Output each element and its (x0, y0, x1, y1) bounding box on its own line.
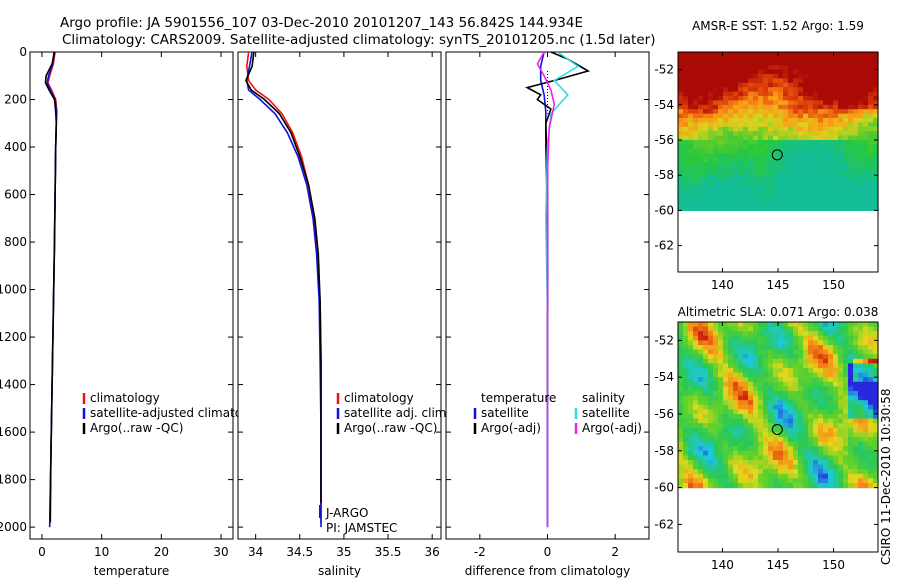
sst_map-xtick-label: 140 (711, 278, 734, 292)
sst_map-xtick-label: 150 (822, 278, 845, 292)
depth-tick-label: 1400 (0, 378, 27, 392)
difference-xtick-label: 2 (611, 545, 619, 559)
depth-tick-label: 0 (19, 45, 27, 59)
temperature-legend-2-label: Argo(..raw -QC) (90, 421, 183, 435)
sla_map-ytick-label: -62 (654, 517, 674, 531)
depth-tick-label: 2000 (0, 520, 27, 534)
sla_map-title: Altimetric SLA: 0.071 Argo: 0.038 (678, 305, 879, 319)
sla_map-xtick-label: 150 (822, 558, 845, 572)
salinity-panel: 34 34.5 35 35.5 36 salinity climatologysatelli… (237, 51, 450, 578)
sst_map-argo-position-marker (771, 149, 783, 161)
depth-tick-label: 1000 (0, 283, 27, 297)
difference-xtick-label: -2 (474, 545, 486, 559)
temperature-panel: 0 10 20 30 0 200 400 600 800 1000 1200 1400 1600 1800… (0, 45, 268, 578)
sla_map-ytick-label: -54 (654, 370, 674, 384)
sst_map-ytick-label: -62 (654, 239, 674, 253)
difference-xtick-label: 0 (544, 545, 552, 559)
sla_map-xtick-label: 140 (711, 558, 734, 572)
salinity-legend-2-label: Argo(..raw -QC) (344, 421, 437, 435)
depth-tick-label: 800 (4, 235, 27, 249)
difference-xlabel: difference from climatology (465, 564, 631, 578)
temperature-xtick-label: 20 (154, 545, 169, 559)
temperature-xtick-label: 0 (38, 545, 46, 559)
sla_map-heatmap-cells (678, 322, 879, 489)
diff-legend-temp-satellite-label: satellite (481, 406, 529, 420)
sst_map-ytick-label: -54 (654, 98, 674, 112)
depth-tick-label: 1600 (0, 425, 27, 439)
depth-tick-label: 400 (4, 140, 27, 154)
depth-tick-label: 200 (4, 93, 27, 107)
pi-jamstec-annotation: PI: JAMSTEC (326, 521, 397, 535)
csiro-timestamp-label: CSIRO 11-Dec-2010 10:30:58 (879, 388, 893, 565)
sla-map-panel: Altimetric SLA: 0.071 Argo: 0.038 140 145 1… (654, 305, 879, 572)
sst_map-heatmap-cells (678, 52, 879, 211)
diff-legend-temp-argo-label: Argo(-adj) (481, 421, 541, 435)
temperature-legend-1-label: satellite-adjusted climatology (90, 406, 268, 420)
sst_map-ytick-label: -52 (654, 63, 674, 77)
sla_map-ytick-label: -52 (654, 333, 674, 347)
difference-series-salinity-argo-adj- (536, 52, 556, 528)
sst-map-panel: AMSR-E SST: 1.52 Argo: 1.59 140 145 150 -52 -… (654, 19, 879, 292)
diff-legend-sal-satellite-label: satellite (582, 406, 630, 420)
temperature-xtick-label: 30 (213, 545, 228, 559)
diff-legend-header-temperature: temperature (481, 391, 556, 405)
sla_map-ytick-label: -56 (654, 407, 674, 421)
sst_map-xtick-label: 145 (767, 278, 790, 292)
temperature-xlabel: temperature (94, 564, 169, 578)
diff-legend-sal-argo-label: Argo(-adj) (582, 421, 642, 435)
j-argo-annotation: J-ARGO (325, 506, 368, 520)
depth-tick-label: 1200 (0, 330, 27, 344)
sla_map-xtick-label: 145 (767, 558, 790, 572)
salinity-xlabel: salinity (318, 564, 361, 578)
sla_map-ytick-label: -58 (654, 444, 674, 458)
depth-tick-label: 1800 (0, 473, 27, 487)
sst_map-ytick-label: -60 (654, 203, 674, 217)
salinity-xtick-label: 34.5 (286, 545, 313, 559)
temperature-xtick-label: 10 (94, 545, 109, 559)
sst_map-ytick-label: -58 (654, 168, 674, 182)
salinity-xtick-label: 35 (336, 545, 351, 559)
title-line-2: Climatology: CARS2009. Satellite-adjuste… (62, 32, 655, 48)
sla_map-ytick-label: -60 (654, 481, 674, 495)
temperature-legend-0-label: climatology (90, 391, 160, 405)
salinity-axes-frame (237, 51, 442, 540)
salinity-legend-0-label: climatology (344, 391, 414, 405)
temperature-series-argo-raw-qc- (44, 52, 58, 523)
sla_map-argo-position-marker (771, 423, 783, 435)
difference-panel: -2 0 2 difference from climatology temperatu… (445, 51, 650, 578)
salinity-xtick-label: 34 (248, 545, 263, 559)
salinity-xtick-label: 35.5 (375, 545, 402, 559)
depth-tick-label: 600 (4, 188, 27, 202)
salinity-series-argo-raw-qc- (245, 52, 322, 504)
salinity-xtick-label: 36 (425, 545, 440, 559)
sst_map-ytick-label: -56 (654, 133, 674, 147)
diff-legend-header-salinity: salinity (582, 391, 625, 405)
salinity-legend-1-label: satellite adj. clim. (344, 406, 450, 420)
title-line-1: Argo profile: JA 5901556_107 03-Dec-2010… (60, 15, 583, 31)
sst_map-title: AMSR-E SST: 1.52 Argo: 1.59 (692, 19, 864, 33)
temperature-axes-frame (29, 51, 234, 540)
